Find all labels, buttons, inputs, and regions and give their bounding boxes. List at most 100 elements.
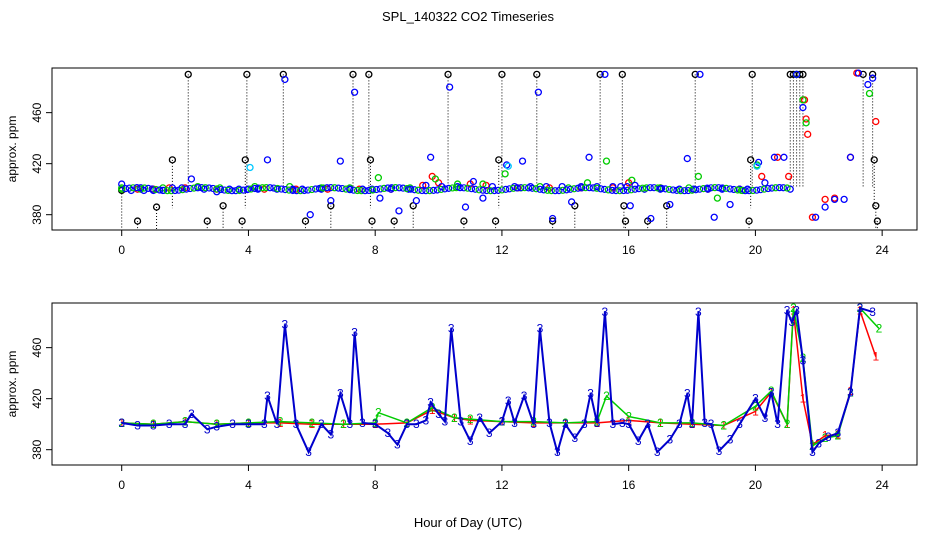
point-black (872, 202, 880, 210)
baseline-point (688, 186, 696, 194)
baseline-point (213, 185, 221, 193)
series-symbol-3: 3 (825, 430, 832, 444)
baseline-point (418, 186, 426, 195)
point-black (366, 156, 375, 164)
baseline-point (528, 184, 536, 192)
baseline-points (118, 184, 791, 195)
baseline-point (254, 184, 263, 192)
x-tick-label: 4 (245, 243, 252, 257)
series-symbol-3: 3 (521, 389, 528, 403)
baseline-point (342, 185, 350, 193)
baseline-point (562, 186, 571, 194)
series-symbol-1: 1 (277, 416, 284, 430)
baseline-point (118, 185, 126, 193)
baseline-point (490, 187, 498, 195)
baseline-point (194, 184, 202, 192)
point-green (799, 96, 807, 104)
point-blue (187, 175, 196, 183)
baseline-point (407, 185, 415, 193)
x-tick-label: 24 (875, 243, 889, 257)
series-symbol-1: 1 (800, 392, 807, 406)
series-symbol-3: 3 (644, 417, 651, 431)
baseline-point (532, 185, 540, 193)
point-blue (306, 211, 314, 219)
series-symbol-1: 1 (872, 350, 879, 364)
series-symbol-3: 3 (689, 417, 696, 431)
point-blue (821, 203, 829, 211)
x-tick-label: 8 (372, 243, 379, 257)
series-symbol-3: 3 (385, 426, 392, 440)
series-symbol-2: 2 (213, 417, 220, 431)
x-tick-label: 20 (749, 243, 763, 257)
baseline-point (718, 184, 727, 192)
baseline-point (600, 185, 609, 193)
series-symbol-3: 3 (282, 318, 289, 332)
series-symbol-3: 3 (404, 417, 411, 431)
series-symbol-3: 3 (834, 426, 841, 440)
series-symbol-3: 3 (554, 445, 561, 459)
baseline-point (334, 184, 343, 192)
baseline-point (285, 186, 293, 194)
series-cyan (246, 162, 761, 172)
point-red (419, 181, 427, 190)
point-black (203, 217, 211, 225)
baseline-point (414, 186, 422, 194)
baseline-point (737, 186, 746, 195)
point-blue (726, 200, 734, 209)
series-symbol-3: 3 (654, 445, 661, 459)
baseline-point (152, 185, 160, 194)
point-blue (786, 185, 794, 193)
baseline-point (627, 186, 635, 194)
baseline-point (711, 184, 719, 192)
series-symbol-3: 3 (457, 415, 464, 429)
baseline-point (680, 187, 689, 195)
series-symbol-2: 2 (784, 417, 791, 431)
baseline-point (730, 185, 738, 194)
baseline-point (547, 187, 555, 195)
series-symbol-3: 3 (229, 417, 236, 431)
series-symbol-3: 3 (372, 417, 379, 431)
series-symbol-3: 3 (784, 304, 791, 318)
point-black (238, 217, 246, 225)
baseline-point (365, 186, 373, 195)
point-red (808, 213, 817, 221)
series-symbol-2: 2 (467, 412, 474, 426)
baseline-point (775, 184, 784, 192)
baseline-point (304, 186, 312, 194)
baseline-point (159, 186, 168, 195)
point-cyan (753, 162, 761, 170)
series-symbol-2: 2 (404, 416, 411, 430)
baseline-point (585, 184, 593, 192)
series-symbol-3: 3 (293, 417, 300, 431)
baseline-point (734, 186, 742, 194)
point-black (219, 202, 227, 210)
point-blue (761, 179, 769, 187)
series-symbol-3: 3 (166, 417, 173, 431)
baseline-point (426, 187, 434, 195)
y-tick-label: 420 (30, 388, 44, 408)
baseline-point (745, 187, 753, 195)
series-symbol-3: 3 (486, 426, 493, 440)
series-symbol-3: 3 (587, 387, 594, 401)
point-blue (488, 182, 497, 191)
series-symbol-3: 3 (351, 325, 358, 339)
baseline-point (243, 186, 251, 194)
series-symbol-2: 2 (375, 406, 382, 420)
point-black (618, 70, 626, 79)
baseline-point (642, 184, 651, 192)
series-symbol-3: 3 (413, 417, 420, 431)
baseline-point (715, 184, 723, 192)
baseline-point (300, 186, 308, 195)
point-blue (426, 153, 435, 161)
x-tick-label: 16 (622, 478, 636, 492)
series-symbol-3: 3 (602, 305, 609, 319)
baseline-point (312, 185, 320, 193)
point-black (748, 70, 756, 79)
baseline-point (258, 184, 266, 192)
baseline-point (608, 186, 616, 194)
point-blue (567, 198, 576, 206)
series-symbol-3: 3 (571, 431, 578, 445)
point-blue (792, 70, 801, 79)
